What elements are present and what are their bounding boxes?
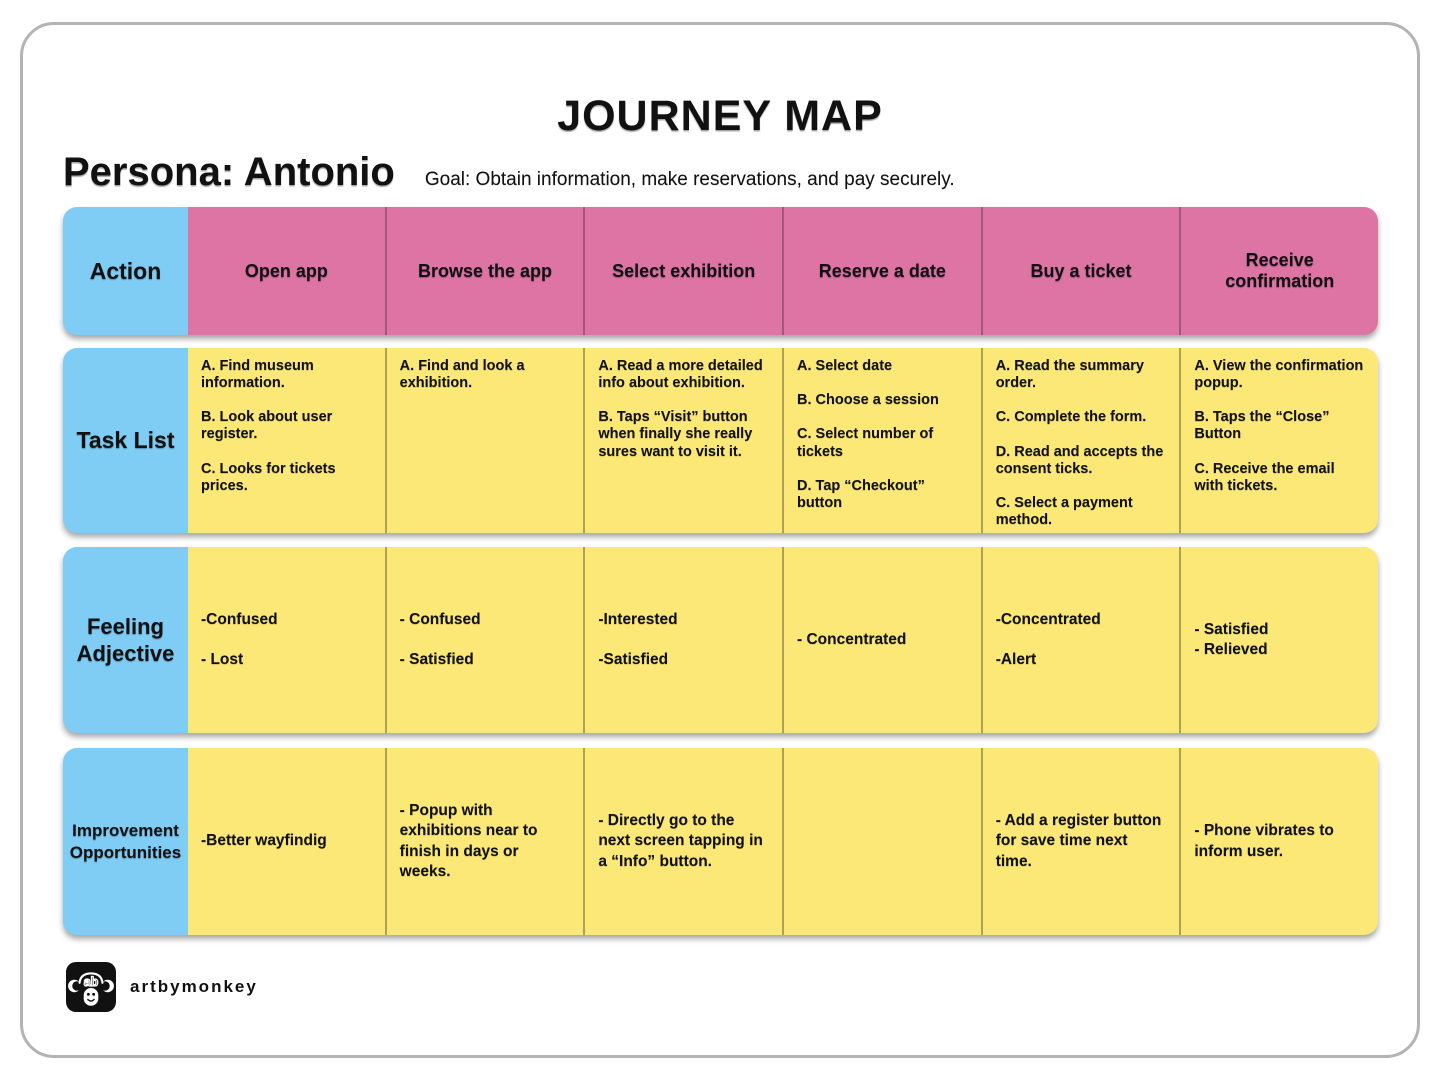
action-column-receive-confirmation: Receive confirmation bbox=[1179, 207, 1378, 335]
action-strip: Open app Browse the app Select exhibitio… bbox=[188, 207, 1378, 335]
row-label-task-list: Task List bbox=[63, 348, 188, 533]
persona-name: Persona: Antonio bbox=[63, 150, 395, 194]
task-cell-reserve-a-date: A. Select date B. Choose a session C. Se… bbox=[782, 348, 981, 533]
action-column-select-exhibition: Select exhibition bbox=[583, 207, 782, 335]
persona-goal: Goal: Obtain information, make reservati… bbox=[424, 169, 955, 190]
feeling-cell-select-exhibition: -Interested -Satisfied bbox=[583, 547, 782, 733]
action-column-open-app: Open app bbox=[244, 260, 328, 281]
brand-name: artbymonkey bbox=[130, 977, 258, 996]
improvement-cell-reserve-a-date bbox=[782, 748, 981, 935]
svg-text:ab: ab bbox=[84, 975, 99, 989]
task-cell-buy-a-ticket: A. Read the summary order. C. Complete t… bbox=[980, 348, 1180, 533]
task-list-strip: A. Find museum information. B. Look abou… bbox=[188, 348, 1378, 533]
feeling-cell-browse-the-app: - Confused - Satisfied bbox=[384, 547, 584, 733]
feeling-strip: -Confused - Lost - Confused - Satisfied … bbox=[188, 547, 1378, 733]
feeling-row: Feeling Adjective -Confused - Lost - Con… bbox=[63, 547, 1378, 733]
improvement-cell-buy-a-ticket: - Add a register button for save time ne… bbox=[980, 748, 1180, 935]
feeling-cell-buy-a-ticket: -Concentrated -Alert bbox=[980, 547, 1180, 733]
task-cell-receive-confirmation: A. View the confirmation popup. B. Taps … bbox=[1179, 348, 1378, 533]
page-title: JOURNEY MAP bbox=[557, 92, 883, 140]
action-column-buy-a-ticket: Buy a ticket bbox=[980, 207, 1180, 335]
row-label-action: Action bbox=[63, 207, 188, 335]
row-label-feeling-adjective: Feeling Adjective bbox=[63, 547, 188, 733]
action-column-reserve-a-date: Reserve a date bbox=[782, 207, 981, 335]
persona-line: Persona: Antonio Goal: Obtain informatio… bbox=[63, 150, 1373, 195]
improvement-strip: -Better wayfindig - Popup with exhibitio… bbox=[188, 748, 1378, 935]
improvement-cell-receive-confirmation: - Phone vibrates to inform user. bbox=[1179, 748, 1378, 935]
action-row: Action Open app Browse the app Select ex… bbox=[63, 207, 1378, 335]
task-cell-browse-the-app: A. Find and look a exhibition. bbox=[384, 348, 584, 533]
action-column-browse-the-app: Browse the app bbox=[384, 207, 584, 335]
monkey-face-icon: ab bbox=[68, 972, 114, 1006]
feeling-cell-reserve-a-date: - Concentrated bbox=[782, 547, 981, 733]
task-list-row: Task List A. Find museum information. B.… bbox=[63, 348, 1378, 533]
row-label-improvement-opportunities: Improvement Opportunities bbox=[63, 748, 188, 935]
feeling-cell-open-app: -Confused - Lost bbox=[201, 610, 278, 669]
task-cell-open-app: A. Find museum information. B. Look abou… bbox=[201, 358, 336, 494]
brand-footer: ab artbymonkey bbox=[66, 962, 258, 1012]
improvement-cell-browse-the-app: - Popup with exhibitions near to finish … bbox=[384, 748, 584, 935]
page-border bbox=[20, 22, 1420, 1058]
task-cell-select-exhibition: A. Read a more detailed info about exhib… bbox=[583, 348, 782, 533]
feeling-cell-receive-confirmation: - Satisfied - Relieved bbox=[1179, 547, 1378, 733]
artbymonkey-logo-icon: ab bbox=[66, 962, 116, 1012]
improvement-cell-open-app: -Better wayfindig bbox=[201, 832, 327, 850]
improvement-row: Improvement Opportunities -Better wayfin… bbox=[63, 748, 1378, 935]
improvement-cell-select-exhibition: - Directly go to the next screen tapping… bbox=[583, 748, 782, 935]
